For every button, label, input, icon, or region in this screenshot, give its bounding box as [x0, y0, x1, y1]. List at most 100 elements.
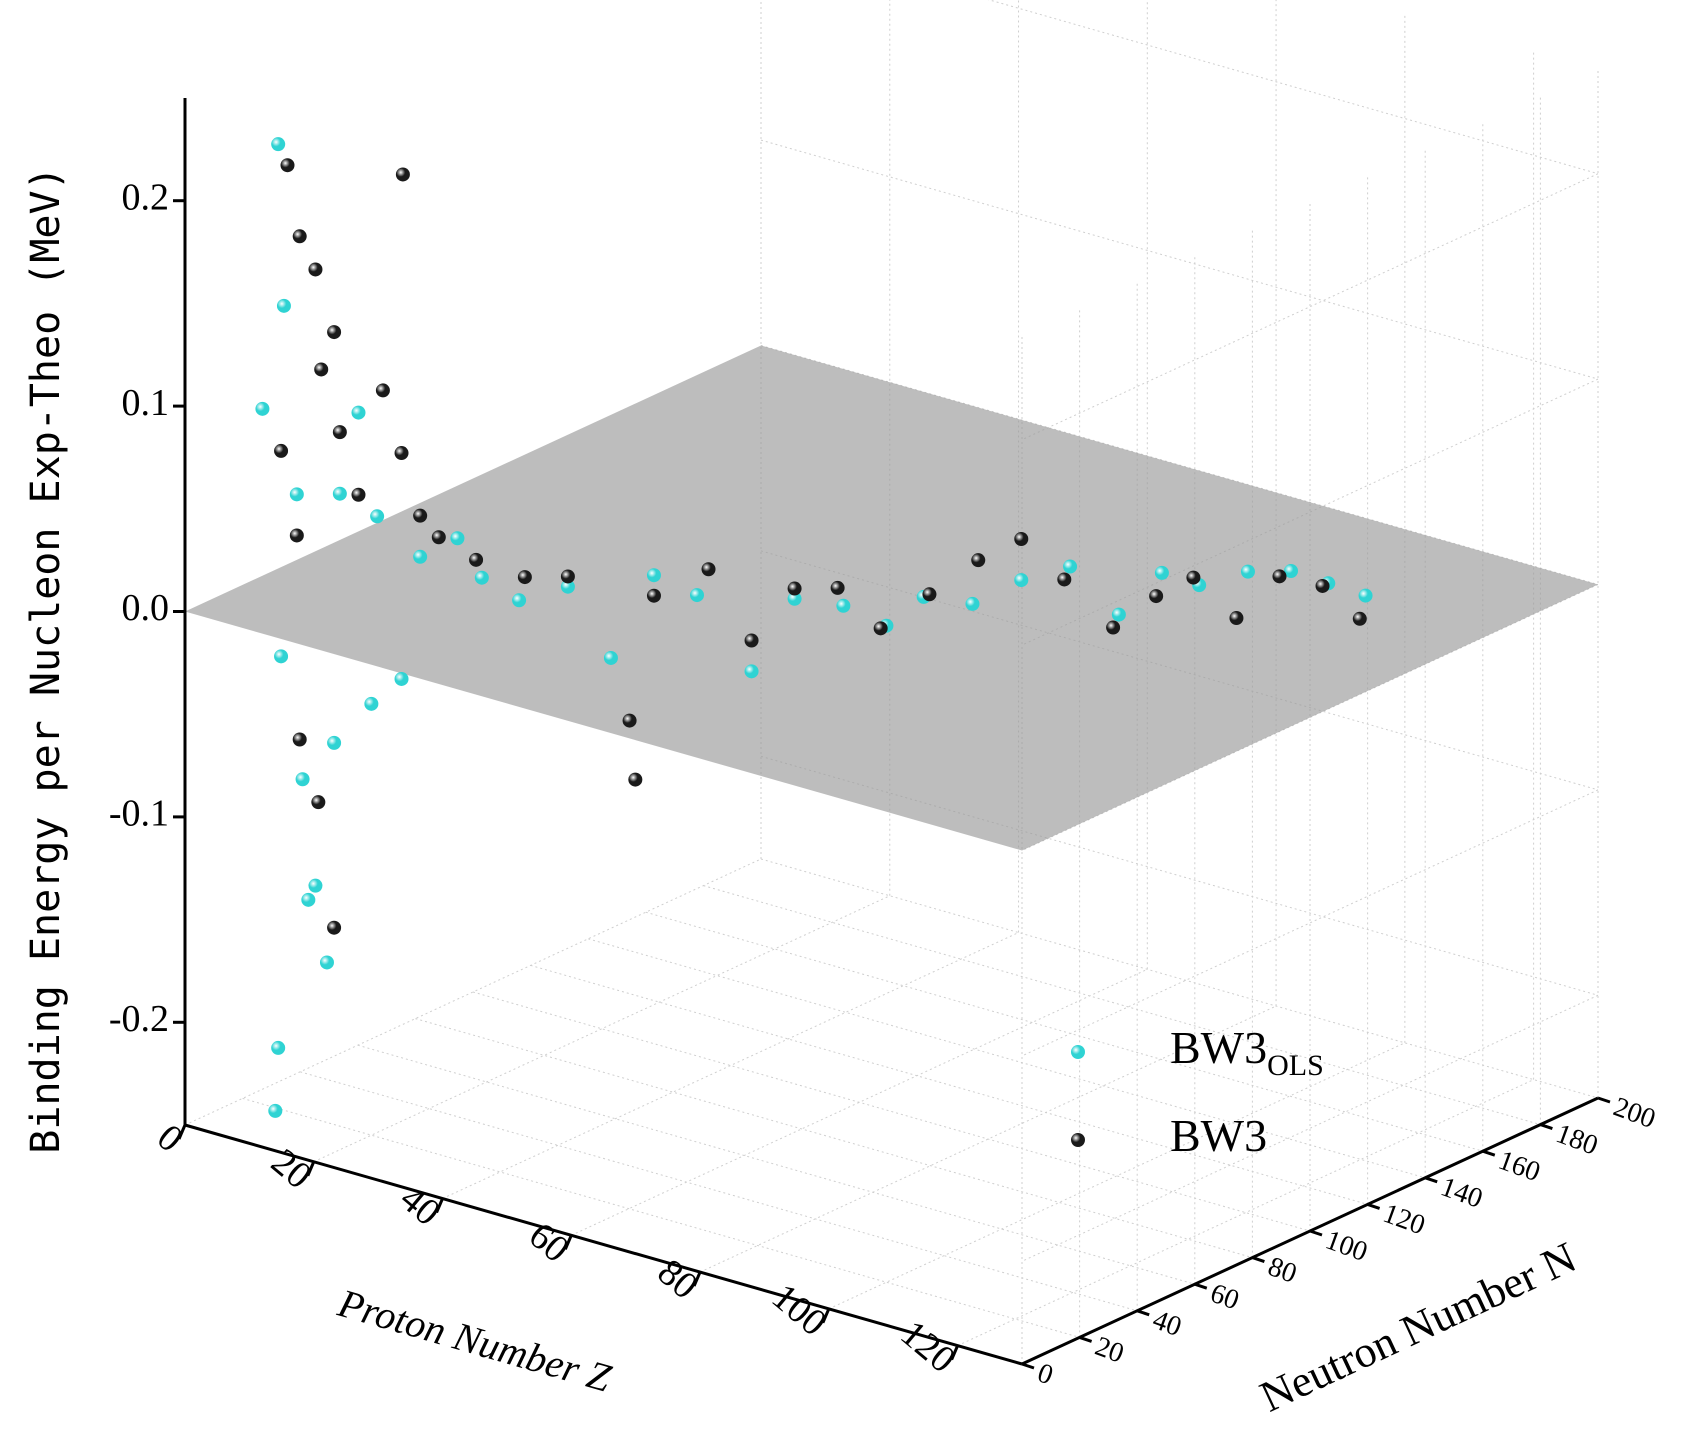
x-tick: [435, 1197, 444, 1214]
data-point: [308, 878, 323, 893]
y-tick: [1136, 1309, 1150, 1317]
z-tick-label: -0.1: [109, 793, 169, 835]
data-point: [836, 598, 851, 613]
data-point: [560, 569, 575, 584]
grid-line: [300, 1071, 1138, 1312]
x-axis: [184, 1123, 1023, 1366]
data-point: [271, 1040, 286, 1055]
data-point: [450, 531, 465, 546]
x-tick-label: 100: [764, 1276, 835, 1345]
data-point: [280, 158, 295, 173]
data-point: [701, 562, 716, 577]
y-tick-label: 200: [1609, 1091, 1659, 1134]
data-point: [364, 696, 379, 711]
zero-plane: [185, 345, 1598, 851]
data-point: [332, 425, 347, 440]
y-axis-title: Neutron Number N: [1253, 1233, 1584, 1422]
x-tick: [306, 1161, 316, 1177]
y-tick-label: 40: [1149, 1304, 1186, 1343]
grid-line: [699, 1005, 1277, 1273]
data-point: [1272, 569, 1287, 584]
data-point: [1057, 572, 1072, 587]
grid-line: [472, 991, 1311, 1232]
data-point: [646, 568, 661, 583]
data-point: [394, 671, 409, 686]
data-point: [255, 401, 270, 416]
y-tick: [1424, 1176, 1438, 1184]
data-point: [311, 795, 326, 810]
z-axis-title: Binding Energy per Nucleon Exp-Theo (MeV…: [23, 166, 69, 1153]
data-point: [327, 325, 342, 340]
data-point: [351, 405, 366, 420]
y-tick: [1482, 1149, 1496, 1157]
data-point: [646, 588, 661, 603]
data-point: [787, 581, 802, 596]
data-point: [1315, 578, 1330, 593]
grid-line: [1021, 789, 1599, 1057]
data-point: [1014, 573, 1029, 588]
data-point: [1358, 588, 1373, 603]
grid-line: [760, 858, 1599, 1099]
grid-line: [1021, 173, 1599, 441]
data-point: [274, 649, 289, 664]
data-point: [690, 588, 705, 603]
data-point: [292, 732, 307, 747]
grid-line: [1021, 378, 1599, 646]
grid-line: [313, 895, 890, 1163]
data-point: [289, 528, 304, 543]
data-point: [1014, 532, 1029, 546]
y-tick: [1021, 1362, 1035, 1370]
data-point: [628, 772, 643, 787]
legend-marker: [1071, 1133, 1085, 1147]
data-point: [276, 298, 291, 313]
data-point: [1284, 564, 1299, 579]
grid-line: [242, 1097, 1080, 1338]
data-point: [370, 509, 385, 524]
data-point: [744, 633, 759, 648]
data-point: [1229, 611, 1244, 626]
y-tick-label: 80: [1264, 1251, 1301, 1290]
y-tick: [1194, 1282, 1208, 1290]
z-tick-label: 0.1: [122, 382, 170, 424]
y-tick-label: 140: [1437, 1171, 1487, 1214]
z-tick-label: 0.2: [122, 176, 170, 218]
legend-marker: [1071, 1045, 1085, 1059]
data-point: [474, 570, 489, 585]
y-tick: [1079, 1335, 1093, 1343]
grid-line: [184, 858, 762, 1126]
grid-line: [588, 938, 1426, 1179]
grid-line: [442, 932, 1019, 1199]
data-point: [268, 1103, 283, 1118]
data-point: [830, 580, 845, 595]
grid-line: [415, 1018, 1253, 1259]
data-point: [319, 955, 334, 970]
grid-line: [571, 968, 1148, 1236]
y-tick-label: 100: [1321, 1224, 1371, 1267]
data-point: [1063, 559, 1078, 574]
legend-label: BW3: [1170, 1110, 1267, 1161]
data-point: [413, 549, 428, 564]
x-tick: [821, 1308, 831, 1324]
data-point: [375, 383, 390, 398]
data-point: [301, 892, 316, 907]
y-tick: [1597, 1096, 1611, 1104]
x-tick: [692, 1271, 702, 1287]
data-point: [1240, 564, 1255, 579]
z-tick-label: -0.2: [109, 998, 169, 1040]
data-point: [332, 486, 347, 501]
data-point: [971, 553, 986, 568]
y-tick-label: 20: [1091, 1331, 1128, 1370]
data-point: [512, 593, 527, 608]
data-point: [274, 443, 289, 458]
grid-line: [357, 1044, 1195, 1285]
x-tick-label: 120: [893, 1312, 964, 1381]
data-point: [394, 446, 409, 461]
grid-line: [957, 1079, 1534, 1347]
x-tick: [950, 1345, 959, 1361]
legend-label: BW3OLS: [1170, 1022, 1324, 1082]
data-point: [431, 530, 446, 545]
y-tick-label: 0: [1033, 1357, 1057, 1391]
data-point: [787, 591, 802, 606]
